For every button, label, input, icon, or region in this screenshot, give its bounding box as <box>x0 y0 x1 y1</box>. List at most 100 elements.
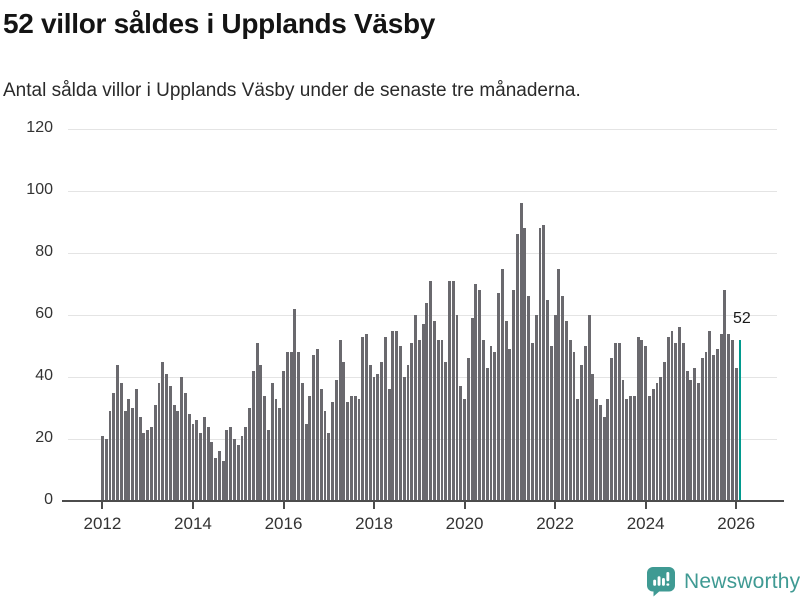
bar <box>572 352 576 501</box>
bar <box>515 234 519 501</box>
bar <box>564 321 568 501</box>
chart-title: 52 villor såldes i Upplands Väsby <box>3 8 436 39</box>
bar <box>531 342 534 501</box>
bar <box>270 383 274 501</box>
bar <box>202 417 206 501</box>
x-tick <box>373 502 376 509</box>
bar <box>331 401 334 501</box>
x-tick <box>463 502 466 509</box>
bar <box>466 358 470 501</box>
bar <box>255 342 259 501</box>
bar <box>146 429 150 501</box>
bar <box>180 377 184 501</box>
bar <box>704 352 708 501</box>
bar <box>429 280 433 501</box>
bar <box>101 435 104 501</box>
bar <box>432 321 436 501</box>
x-tick-label: 2026 <box>717 514 756 533</box>
bar <box>474 284 478 501</box>
x-tick <box>101 502 104 509</box>
bar <box>346 401 350 501</box>
x-tick-label: 2018 <box>355 514 393 533</box>
x-tick <box>644 502 647 509</box>
bar <box>349 395 353 501</box>
bar <box>523 228 527 501</box>
x-tick <box>554 502 557 509</box>
newsworthy-logo[interactable]: Newsworthy <box>646 566 800 597</box>
bar <box>674 342 678 501</box>
bar <box>323 411 327 501</box>
y-tick-label: 0 <box>44 491 53 508</box>
x-tick <box>735 502 738 509</box>
bar <box>470 318 474 501</box>
bar <box>399 346 402 501</box>
x-tick-label: 2020 <box>445 514 484 533</box>
bar <box>410 342 414 501</box>
bar <box>629 395 632 501</box>
bar <box>666 336 670 501</box>
bar <box>659 377 663 501</box>
bar <box>123 411 127 501</box>
bar <box>451 280 455 501</box>
bar <box>425 302 429 501</box>
bar <box>251 370 255 501</box>
bar <box>391 330 395 501</box>
bar <box>481 339 485 501</box>
bar <box>697 383 700 501</box>
bar <box>500 268 504 501</box>
bar <box>719 333 723 501</box>
bar <box>376 373 380 501</box>
bar <box>214 457 218 501</box>
bar <box>383 336 387 501</box>
bar <box>568 339 572 501</box>
bar <box>542 225 546 501</box>
bar <box>655 383 659 501</box>
bar <box>508 349 512 501</box>
bar <box>436 339 440 501</box>
bar <box>380 361 384 501</box>
bar <box>421 324 425 501</box>
bar <box>640 339 644 501</box>
bar <box>708 330 712 501</box>
x-tick-label: 2016 <box>264 514 303 533</box>
bar <box>455 315 459 501</box>
bar <box>153 404 157 501</box>
bar <box>225 429 229 501</box>
bar <box>210 442 214 501</box>
bar <box>448 280 451 501</box>
bar <box>489 346 493 501</box>
bar <box>304 423 308 501</box>
bar <box>116 364 119 501</box>
bar <box>587 315 591 501</box>
bar <box>395 330 399 501</box>
bar <box>647 395 651 501</box>
bar <box>157 383 161 501</box>
bar <box>150 426 153 501</box>
bar <box>104 439 108 501</box>
bar <box>576 398 580 501</box>
bar <box>165 373 169 501</box>
bar <box>278 408 282 501</box>
bar <box>583 346 587 501</box>
bar <box>108 411 112 501</box>
bar <box>417 339 421 501</box>
bar <box>512 290 516 501</box>
bar <box>636 336 640 501</box>
bar <box>504 321 508 501</box>
bar <box>161 361 165 501</box>
bar <box>365 333 368 501</box>
bar <box>519 203 523 501</box>
bar <box>316 349 319 501</box>
bar <box>478 290 482 501</box>
x-tick <box>191 502 194 509</box>
bar <box>700 358 704 501</box>
x-tick <box>282 502 285 509</box>
bar <box>727 333 731 501</box>
bar <box>591 373 595 501</box>
bar <box>553 315 557 501</box>
bar <box>681 342 685 501</box>
x-tick-label: 2012 <box>83 514 122 533</box>
bar <box>274 398 278 501</box>
bar <box>663 361 666 501</box>
